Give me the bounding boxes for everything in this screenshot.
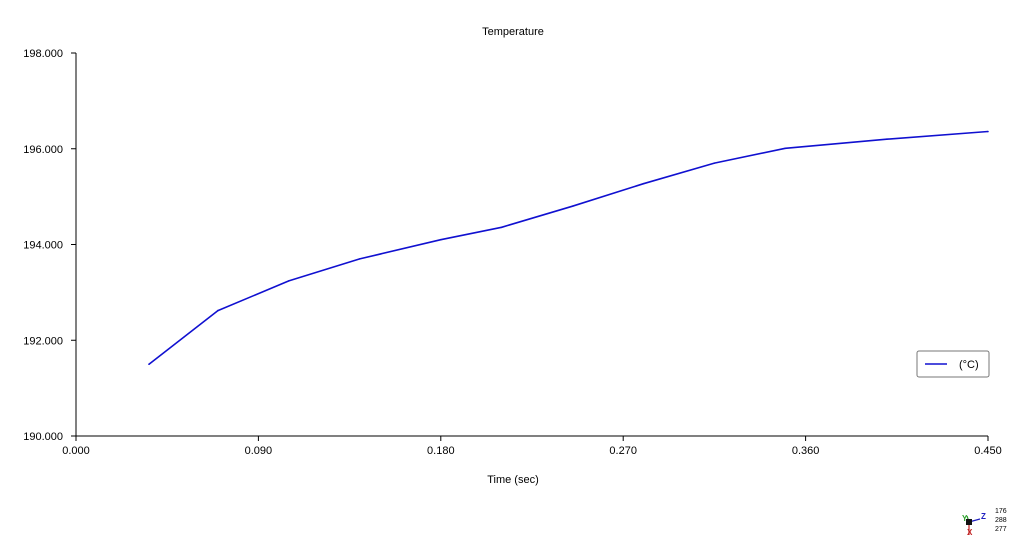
series-point — [358, 258, 361, 260]
y-tick-label: 194.000 — [23, 240, 63, 252]
series-layer — [148, 130, 989, 365]
x-axis-ticks: 0.000 0.090 0.180 0.270 0.360 0.450 — [62, 436, 1002, 457]
y-axis-ticks: 190.000 192.000 194.000 196.000 198.000 — [23, 48, 76, 443]
series-point — [440, 238, 442, 241]
y-tick-label: 190.000 — [23, 431, 63, 443]
series-point — [571, 205, 574, 207]
series-point — [987, 130, 989, 133]
series-point — [784, 147, 787, 150]
x-axis-label: Time (sec) — [487, 474, 539, 486]
series-point — [288, 280, 290, 282]
x-tick-label: 0.270 — [609, 445, 637, 457]
triad-z-label: Z — [981, 512, 986, 521]
x-tick-label: 0.450 — [974, 445, 1002, 457]
x-tick-label: 0.180 — [427, 445, 455, 457]
chart-title: Temperature — [482, 26, 544, 38]
x-tick-label: 0.090 — [245, 445, 273, 457]
y-tick-label: 196.000 — [23, 144, 63, 156]
series-point — [217, 309, 219, 312]
series-point — [713, 162, 716, 164]
series-point — [642, 182, 645, 185]
series-line-0 — [148, 130, 989, 365]
legend[interactable]: (°C) — [916, 350, 990, 378]
triad-origin — [966, 519, 972, 525]
legend-box — [916, 350, 990, 378]
series-point — [885, 138, 888, 140]
x-tick-label: 0.360 — [792, 445, 820, 457]
y-tick-label: 192.000 — [23, 335, 63, 347]
triad-x-label: X — [967, 528, 973, 537]
triad-y-label: Y — [962, 514, 968, 523]
series-point — [148, 363, 150, 365]
plot-axes — [75, 53, 988, 437]
x-tick-label: 0.000 — [62, 445, 90, 457]
triad-value-3: 277 — [995, 526, 1007, 533]
triad-value-2: 288 — [995, 517, 1007, 524]
series-point — [500, 226, 503, 229]
y-tick-label: 198.000 — [23, 48, 63, 60]
legend-series-label: (°C) — [959, 359, 979, 371]
triad-value-1: 176 — [995, 508, 1007, 515]
orientation-triad[interactable]: Y Z X 176 288 277 — [962, 508, 1007, 537]
